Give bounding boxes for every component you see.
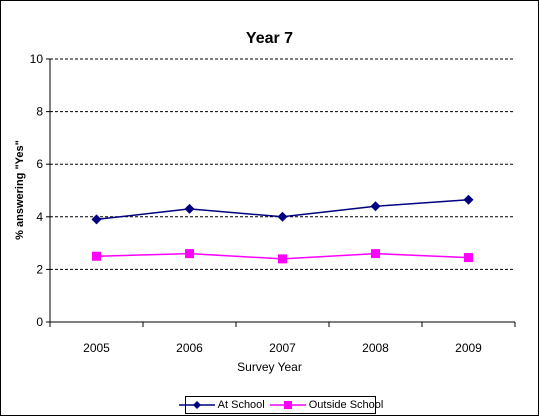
data-point bbox=[463, 194, 474, 205]
x-tick-label: 2008 bbox=[362, 341, 389, 355]
legend-label-at-school: At School bbox=[217, 399, 265, 411]
data-point bbox=[371, 249, 380, 259]
y-tick-label: 2 bbox=[36, 262, 43, 276]
data-point bbox=[370, 201, 381, 212]
data-point bbox=[184, 203, 195, 214]
x-tick-label: 2007 bbox=[269, 341, 296, 355]
x-tick-label: 2009 bbox=[455, 341, 482, 355]
data-point bbox=[278, 254, 287, 264]
data-point bbox=[464, 253, 473, 263]
y-tick-label: 4 bbox=[36, 210, 43, 224]
legend-swatch-outside-school bbox=[269, 401, 306, 409]
legend-swatch-at-school bbox=[178, 401, 215, 409]
legend-item-at-school: At School bbox=[178, 399, 265, 411]
x-tick-label: 2005 bbox=[83, 341, 110, 355]
legend-label-outside-school: Outside School bbox=[308, 399, 384, 411]
y-tick-label: 10 bbox=[30, 52, 44, 66]
y-tick-label: 6 bbox=[36, 157, 43, 171]
chart-title: Year 7 bbox=[245, 30, 294, 47]
data-point bbox=[92, 251, 101, 261]
y-tick-label: 8 bbox=[36, 105, 43, 119]
legend: At School Outside School bbox=[178, 396, 383, 414]
x-tick-label: 2006 bbox=[176, 341, 203, 355]
data-point bbox=[91, 214, 102, 225]
data-point bbox=[277, 211, 288, 222]
legend-item-outside-school: Outside School bbox=[269, 399, 384, 411]
x-axis-label: Survey Year bbox=[237, 360, 302, 374]
y-tick-label: 0 bbox=[36, 315, 43, 329]
data-point bbox=[185, 249, 194, 259]
